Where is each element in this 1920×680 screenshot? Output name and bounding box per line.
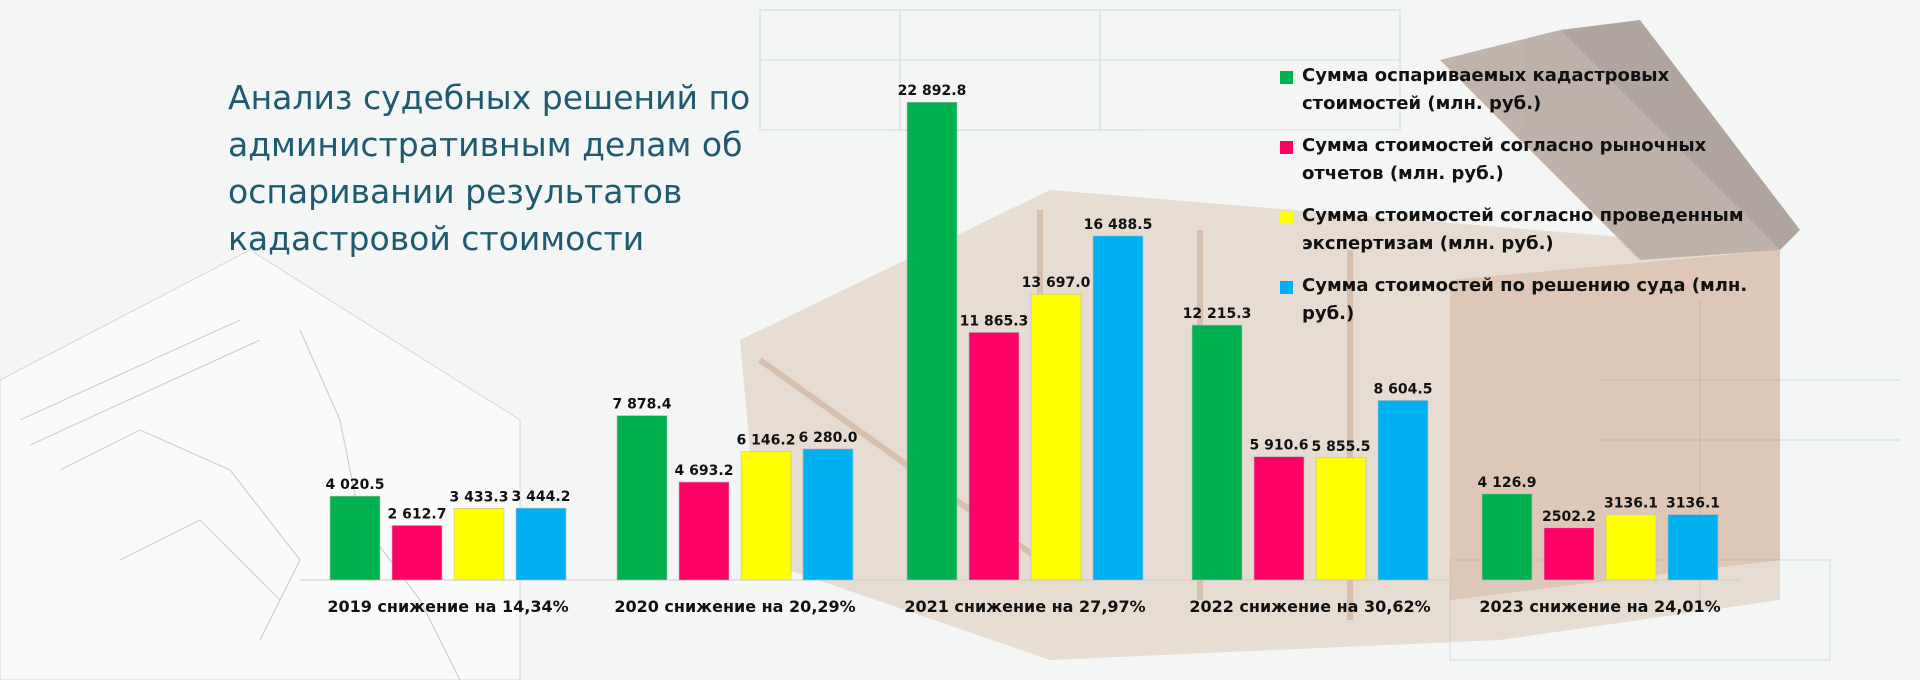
data-label: 5 910.6 xyxy=(1250,438,1309,454)
page-title: Анализ судебных решений по административ… xyxy=(228,78,751,258)
category-label: 2020 снижение на 20,29% xyxy=(614,597,855,616)
data-label: 3 433.3 xyxy=(450,489,509,505)
data-label: 7 878.4 xyxy=(613,397,672,413)
legend-swatch-green xyxy=(1280,71,1293,84)
bar xyxy=(906,101,958,581)
legend-label: Сумма оспариваемых кадастровых стоимосте… xyxy=(1302,65,1670,114)
bar xyxy=(740,451,792,581)
category-label: 2021 снижение на 27,97% xyxy=(904,597,1145,616)
data-label: 11 865.3 xyxy=(960,313,1029,329)
legend-item-market-reports: Сумма стоимостей согласно рыночных отчет… xyxy=(1280,132,1750,188)
bar xyxy=(1030,293,1082,581)
bar xyxy=(1191,324,1243,581)
data-label: 4 693.2 xyxy=(675,463,734,479)
bar xyxy=(802,448,854,581)
bar xyxy=(453,508,505,581)
legend-swatch-pink xyxy=(1280,141,1293,154)
bar xyxy=(1253,456,1305,581)
bar xyxy=(678,481,730,581)
data-label: 6 280.0 xyxy=(799,430,858,446)
data-label: 22 892.8 xyxy=(898,83,967,99)
legend-label: Сумма стоимостей по решению суда (млн. р… xyxy=(1302,275,1748,324)
category-label: 2022 снижение на 30,62% xyxy=(1189,597,1430,616)
data-label: 4 020.5 xyxy=(326,477,385,493)
bar xyxy=(515,507,567,581)
bar xyxy=(329,495,381,581)
data-label: 4 126.9 xyxy=(1478,475,1537,491)
data-label: 6 146.2 xyxy=(737,433,796,449)
category-label: 2023 снижение на 24,01% xyxy=(1479,597,1720,616)
bar xyxy=(391,525,443,581)
legend-item-court-decision: Сумма стоимостей по решению суда (млн. р… xyxy=(1280,272,1750,328)
bar xyxy=(1481,493,1533,581)
data-label: 2502.2 xyxy=(1542,509,1596,525)
data-label: 12 215.3 xyxy=(1183,306,1252,322)
legend-swatch-blue xyxy=(1280,281,1293,294)
bar xyxy=(1543,527,1595,581)
category-label: 2019 снижение на 14,34% xyxy=(327,597,568,616)
data-label: 8 604.5 xyxy=(1374,381,1433,397)
data-label: 16 488.5 xyxy=(1084,217,1153,233)
legend-item-expertise: Сумма стоимостей согласно проведенным эк… xyxy=(1280,202,1750,258)
land-plan-sheet xyxy=(0,249,521,680)
data-label: 3136.1 xyxy=(1604,496,1658,512)
bar xyxy=(616,415,668,581)
data-label: 5 855.5 xyxy=(1312,439,1371,455)
legend-label: Сумма стоимостей согласно проведенным эк… xyxy=(1302,205,1744,254)
bar xyxy=(968,332,1020,581)
data-label: 2 612.7 xyxy=(388,506,447,522)
bar xyxy=(1315,457,1367,581)
legend-label: Сумма стоимостей согласно рыночных отчет… xyxy=(1302,135,1707,184)
bar xyxy=(1377,400,1429,581)
data-label: 3136.1 xyxy=(1666,496,1720,512)
bar xyxy=(1092,235,1144,581)
chart-legend: Сумма оспариваемых кадастровых стоимосте… xyxy=(1280,62,1750,342)
data-label: 13 697.0 xyxy=(1022,275,1091,291)
bar xyxy=(1605,514,1657,581)
legend-swatch-yellow xyxy=(1280,211,1293,224)
bar xyxy=(1667,514,1719,581)
legend-item-contested: Сумма оспариваемых кадастровых стоимосте… xyxy=(1280,62,1750,118)
data-label: 3 444.2 xyxy=(512,489,571,505)
